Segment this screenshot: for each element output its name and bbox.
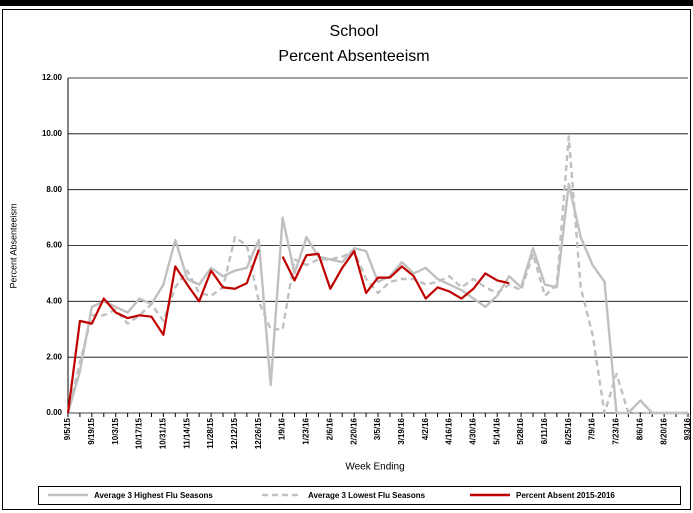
series-line: [66, 135, 688, 415]
x-tick-label: 7/23/16: [612, 417, 621, 444]
legend-box: [38, 486, 681, 505]
x-tick-label: 9/3/16: [683, 417, 692, 440]
x-tick-label: 11/14/15: [182, 417, 191, 448]
y-tick-label: 12.00: [42, 73, 63, 82]
series-line: [66, 249, 510, 414]
y-tick-label: 6.00: [46, 241, 62, 250]
x-tick-label: 10/3/15: [111, 417, 120, 444]
x-tick-label: 3/19/16: [397, 417, 406, 444]
top-bar: [0, 0, 693, 6]
x-tick-label: 4/16/16: [445, 417, 454, 444]
x-tick-label: 4/30/16: [468, 417, 477, 444]
y-tick-label: 4.00: [46, 296, 62, 305]
x-axis-label: Week Ending: [345, 462, 404, 473]
x-tick-label: 10/17/15: [135, 417, 144, 449]
y-tick-label: 2.00: [46, 352, 62, 361]
y-tick-label: 0.00: [46, 408, 62, 417]
chart-title: School: [330, 23, 379, 40]
chart-subtitle: Percent Absenteeism: [278, 48, 429, 65]
x-tick-label: 1/9/16: [278, 417, 287, 440]
x-tick-label: 5/14/16: [492, 417, 501, 444]
chart-frame: [2, 9, 691, 510]
y-axis-label: Percent Absenteeism: [8, 203, 18, 288]
x-tick-label: 9/19/15: [87, 417, 96, 444]
x-tick-label: 12/12/15: [230, 417, 239, 449]
x-tick-label: 8/20/16: [659, 417, 668, 444]
series-line: [66, 182, 688, 415]
x-tick-label: 11/28/15: [206, 417, 215, 448]
x-tick-label: 2/20/16: [349, 417, 358, 444]
legend-label: Average 3 Highest Flu Seasons: [94, 491, 213, 500]
x-tick-label: 10/31/15: [158, 417, 167, 449]
x-tick-label: 12/26/15: [254, 417, 263, 449]
x-tick-label: 3/5/16: [373, 417, 382, 440]
legend-label: Percent Absent 2015-2016: [516, 491, 615, 500]
x-tick-label: 6/25/16: [564, 417, 573, 444]
legend-label: Average 3 Lowest Flu Seasons: [308, 491, 426, 500]
x-tick-label: 7/9/16: [588, 417, 597, 440]
y-tick-label: 10.00: [42, 129, 63, 138]
x-tick-label: 9/5/15: [63, 417, 72, 440]
x-tick-label: 1/23/16: [302, 417, 311, 444]
y-tick-label: 8.00: [46, 185, 62, 194]
x-tick-label: 5/28/16: [516, 417, 525, 444]
x-tick-label: 6/11/16: [540, 417, 549, 444]
x-tick-label: 4/2/16: [421, 417, 430, 440]
x-tick-label: 8/6/16: [635, 417, 644, 440]
x-tick-label: 2/6/16: [325, 417, 334, 440]
